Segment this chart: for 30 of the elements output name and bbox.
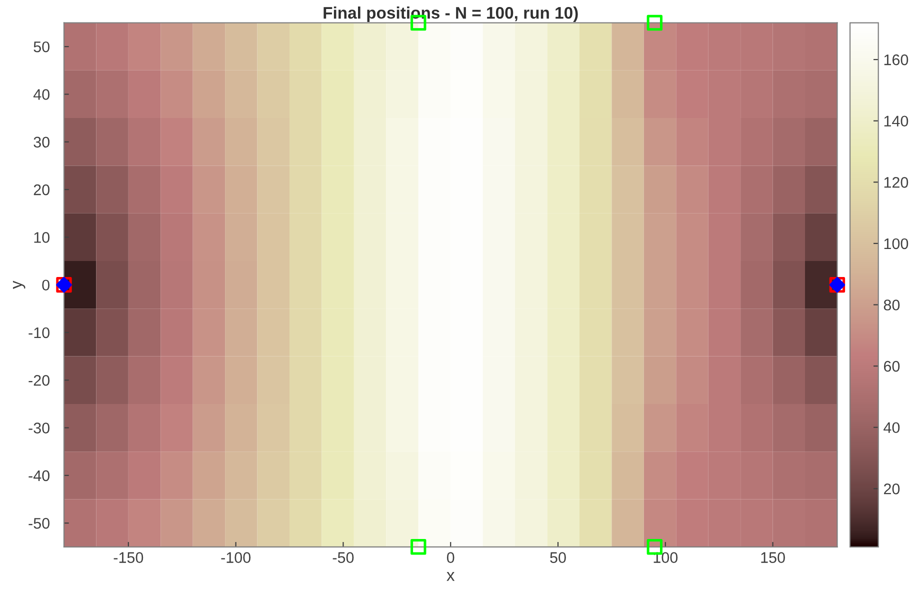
x-tick-label: -50 <box>332 552 354 563</box>
y-axis-title: y <box>12 280 26 289</box>
x-tick-label: 150 <box>761 552 785 563</box>
color-bar-label: 40 <box>884 422 900 434</box>
y-tick-label: 40 <box>33 89 50 100</box>
color-bar-label: 120 <box>884 177 908 188</box>
y-tick-label: 30 <box>34 136 50 148</box>
y-tick-label: 0 <box>42 280 50 291</box>
point <box>410 539 426 555</box>
color-bar-label: 20 <box>884 484 900 494</box>
color-bar-label: 140 <box>884 116 908 127</box>
color-bar-label: 100 <box>884 238 908 250</box>
point <box>646 14 662 31</box>
y-tick-label: 10 <box>34 232 50 243</box>
color-bar-label: 160 <box>884 54 908 66</box>
y-tick-label: 50 <box>34 41 50 52</box>
y-tick-label: -30 <box>28 422 50 434</box>
x-axis-title: x <box>446 572 455 581</box>
x-tick-label: -150 <box>114 552 144 563</box>
color-bar-label: 80 <box>884 300 900 310</box>
y-tick-label: -10 <box>28 327 50 338</box>
y-tick-label: -40 <box>28 470 50 482</box>
color-bar-label: 60 <box>884 360 900 372</box>
y-tick-label: -20 <box>28 374 50 386</box>
y-tick-label: -50 <box>28 518 50 529</box>
x-tick-label: 0 <box>446 552 454 563</box>
x-tick-label: 50 <box>550 552 566 563</box>
chart-title: Final positions - N = 100, run 10) <box>324 6 578 22</box>
y-tick-label: 20 <box>34 184 50 196</box>
x-tick-label: -100 <box>221 552 251 563</box>
